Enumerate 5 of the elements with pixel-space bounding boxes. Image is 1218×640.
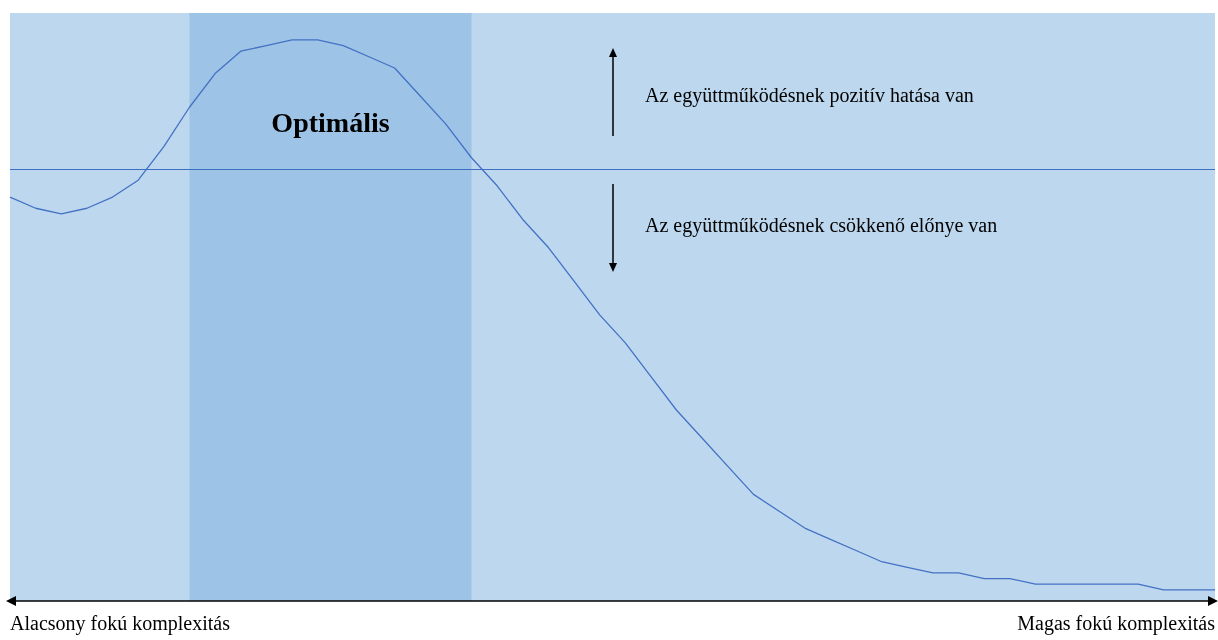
annotation: Optimális (271, 106, 390, 138)
annotation: Az együttműködésnek csökkenő előnye van (645, 214, 998, 237)
annotation: Az együttműködésnek pozitív hatása van (645, 84, 974, 107)
text: Alacsony fokú komplexitás (10, 612, 230, 635)
text: Magas fokú komplexitás (1017, 612, 1215, 635)
